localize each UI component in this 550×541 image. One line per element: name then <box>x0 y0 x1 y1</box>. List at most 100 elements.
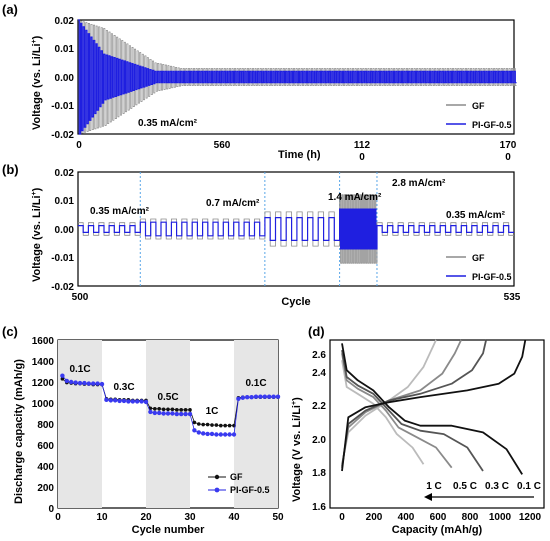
legend-gf-label: GF <box>472 101 485 111</box>
data-point-pi-gf-05 <box>135 399 140 404</box>
panel-a-plot <box>78 19 517 135</box>
panel-a-xlabel: Time (h) <box>278 149 321 161</box>
data-point-pi-gf-05 <box>73 380 78 385</box>
data-point-pi-gf-05 <box>205 431 210 437</box>
b-region-label-2: 0.7 mA/cm² <box>206 198 260 209</box>
c-xtick-30: 30 <box>184 512 196 523</box>
data-point-pi-gf-05 <box>227 432 232 437</box>
data-point-pi-gf-05 <box>245 395 250 400</box>
d-xtick-1000: 1000 <box>489 512 512 523</box>
data-point-pi-gf-05 <box>223 432 228 437</box>
d-xtick-400: 400 <box>398 512 415 523</box>
b-region-label-1: 0.35 mA/cm² <box>90 206 150 217</box>
a-xtick-1120-bottom: 0 <box>359 152 365 163</box>
data-point-pi-gf-05 <box>113 398 118 403</box>
a-ytick-000: 0.00 <box>55 73 75 84</box>
panel-b-ylabel: Voltage (vs. Li/Li+) <box>31 187 43 282</box>
c-ytick-200: 200 <box>37 483 54 494</box>
c-ytick-600: 600 <box>37 441 54 452</box>
c-ytick-0: 0 <box>48 504 54 515</box>
data-point-gf <box>205 422 210 427</box>
data-point-pi-gf-05 <box>267 394 272 399</box>
data-point-pi-gf-05 <box>253 394 259 399</box>
b-xtick-500: 500 <box>72 292 89 303</box>
b-ytick-m001: -0.01 <box>51 253 74 264</box>
c-ytick-400: 400 <box>37 462 54 473</box>
d-curve-label-03c: 0.3 C <box>485 481 509 492</box>
series-line-pi-gf-05 <box>78 208 514 250</box>
panel-c-ylabel: Discharge capacity (mAh/g) <box>13 359 25 504</box>
series-line-pi-gf-05 <box>78 19 517 135</box>
data-point-pi-gf-05 <box>214 432 219 437</box>
c-rate-label-3: 0.5C <box>157 392 178 403</box>
data-point-gf <box>179 408 183 412</box>
panel-c-xlabel: Cycle number <box>132 524 205 536</box>
c-xtick-50: 50 <box>272 512 284 523</box>
c-rate-label-2: 0.3C <box>113 382 134 393</box>
data-point-gf <box>201 422 205 427</box>
d-curve-label-01c: 0.1 C <box>517 481 541 492</box>
data-point-pi-gf-05 <box>130 399 135 404</box>
data-point-gf <box>183 408 188 412</box>
data-point-pi-gf-05 <box>218 432 223 437</box>
data-point-pi-gf-05 <box>271 394 276 399</box>
c-ytick-1400: 1400 <box>32 357 55 368</box>
data-point-pi-gf-05 <box>231 432 237 437</box>
data-point-pi-gf-05 <box>143 399 149 405</box>
data-point-pi-gf-05 <box>192 428 197 433</box>
b-ytick-000: 0.00 <box>55 225 75 236</box>
data-point-pi-gf-05 <box>152 410 157 416</box>
d-ytick-18: 1.8 <box>312 468 326 479</box>
data-point-gf <box>210 423 214 427</box>
panel-c-label: (c) <box>2 324 18 339</box>
c-ytick-800: 800 <box>37 420 54 431</box>
curve-charge-03C <box>341 339 487 468</box>
legend-c-gf-marker <box>214 474 220 480</box>
data-point-pi-gf-05 <box>258 394 263 399</box>
data-point-pi-gf-05 <box>201 431 206 436</box>
d-xtick-1200: 1200 <box>519 512 542 523</box>
shaded-rate-region <box>146 340 190 508</box>
curve-charge-05C <box>341 339 462 467</box>
data-point-pi-gf-05 <box>64 378 70 384</box>
panel-d-xlabel: Capacity (mAh/g) <box>392 524 483 536</box>
data-point-gf <box>175 408 179 412</box>
d-ytick-20: 2.0 <box>312 435 326 446</box>
d-xtick-600: 600 <box>430 512 447 523</box>
curve-discharge-03C <box>341 349 484 472</box>
data-point-gf <box>161 407 166 412</box>
panel-d-plot <box>341 339 527 475</box>
data-point-pi-gf-05 <box>104 397 109 403</box>
d-ytick-22: 2.2 <box>312 401 326 412</box>
curve-charge-01C <box>341 339 527 472</box>
d-curve-label-05c: 0.5 C <box>453 481 477 492</box>
c-rate-label-4: 1C <box>206 406 219 417</box>
data-point-pi-gf-05 <box>262 394 267 399</box>
shaded-rate-region <box>234 340 278 508</box>
d-xtick-0: 0 <box>339 512 345 523</box>
data-point-pi-gf-05 <box>121 398 127 404</box>
data-point-pi-gf-05 <box>91 381 96 386</box>
a-xtick-1700-top: 170 <box>500 140 517 151</box>
legend-c-gf-label: GF <box>230 472 243 482</box>
legend-b-pi-label: PI-GF-0.5 <box>472 272 512 282</box>
a-xtick-560: 560 <box>214 140 231 151</box>
data-point-pi-gf-05 <box>60 373 65 378</box>
c-xtick-20: 20 <box>140 512 152 523</box>
legend-c-pi-label: PI-GF-0.5 <box>230 485 270 495</box>
a-ytick-001: 0.01 <box>55 44 75 55</box>
data-point-pi-gf-05 <box>99 381 105 387</box>
b-ytick-002: 0.02 <box>55 168 75 179</box>
curve-discharge-1C <box>341 360 425 465</box>
legend-pi-label: PI-GF-0.5 <box>472 120 512 130</box>
b-ytick-001: 0.01 <box>55 196 75 207</box>
data-point-pi-gf-05 <box>174 411 179 417</box>
data-point-gf <box>219 423 223 428</box>
data-point-pi-gf-05 <box>170 411 175 416</box>
arrow-left-icon <box>424 493 432 501</box>
data-point-pi-gf-05 <box>95 381 100 386</box>
panel-a-annotation: 0.35 mA/cm² <box>138 118 198 129</box>
panel-b-legend: GF PI-GF-0.5 <box>446 253 512 282</box>
curve-discharge-01C <box>341 343 523 475</box>
c-ytick-1000: 1000 <box>32 399 55 410</box>
